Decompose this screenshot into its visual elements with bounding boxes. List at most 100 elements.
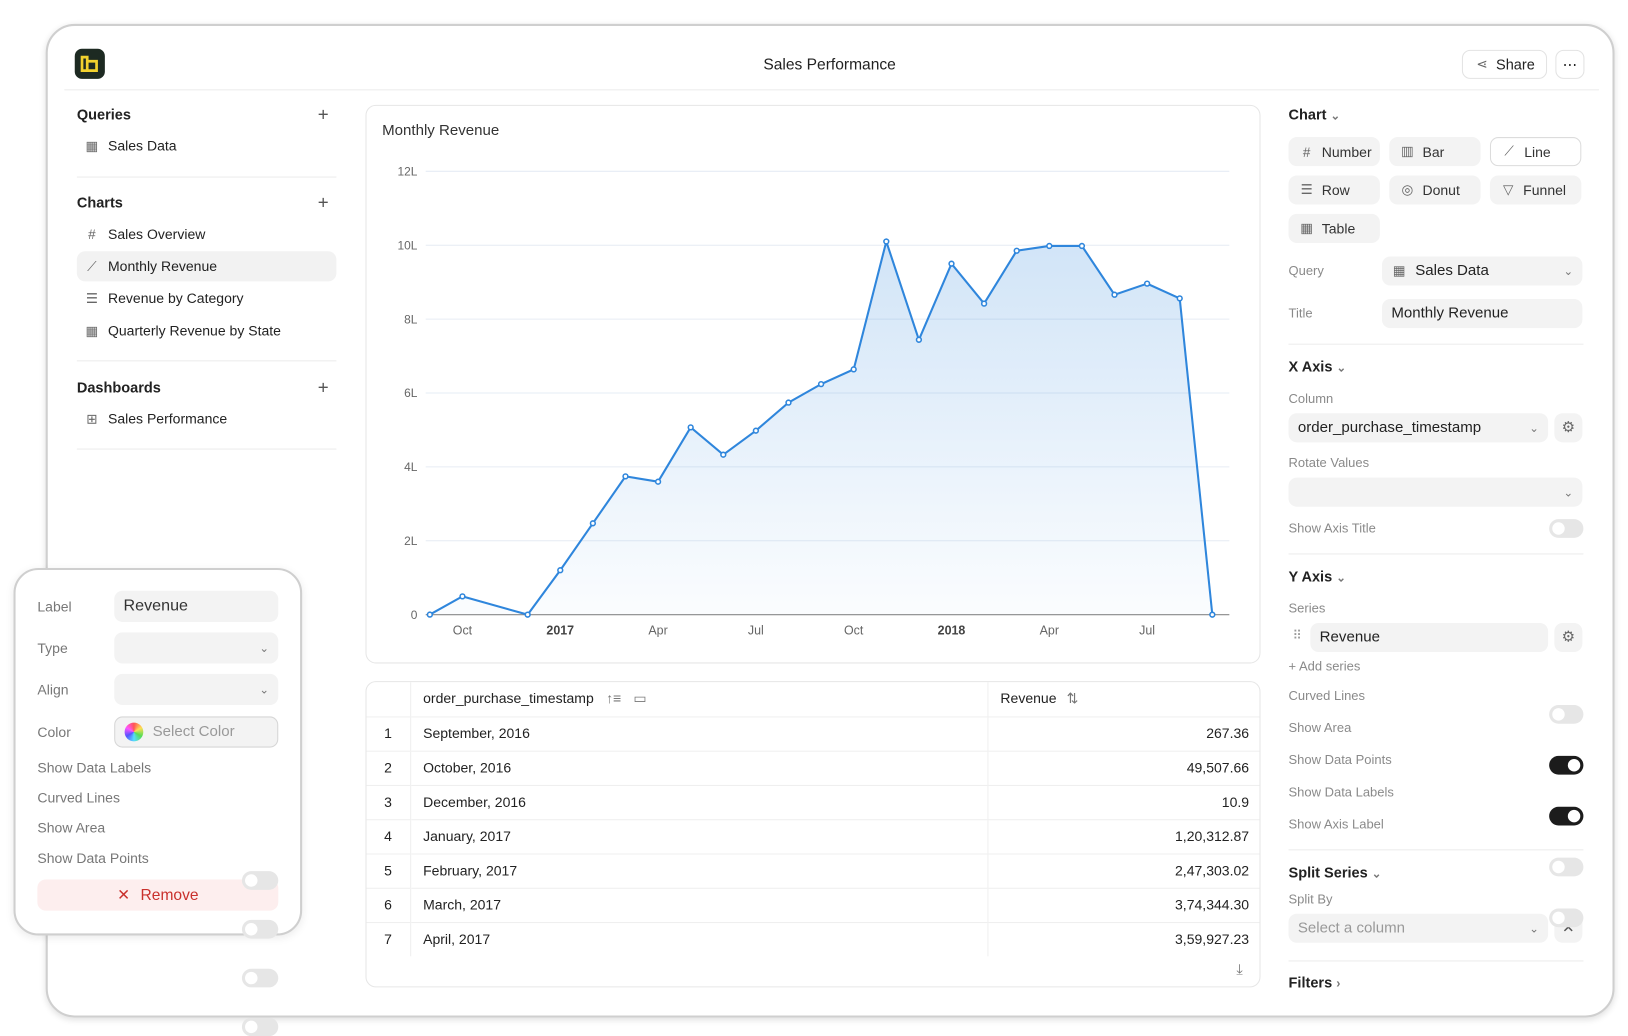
color-label: Color	[37, 724, 71, 741]
table-row[interactable]: 7 April, 2017 3,59,927.23	[366, 921, 1260, 957]
x-column-select[interactable]: order_purchase_timestamp ⌄	[1288, 413, 1549, 443]
add-dashboard-button[interactable]: +	[317, 376, 329, 398]
sidebar-item-sales-overview[interactable]: # Sales Overview	[77, 219, 337, 249]
chart-title: Monthly Revenue	[382, 122, 500, 140]
sidebar-item-quarterly-revenue[interactable]: ▦ Quarterly Revenue by State	[85, 322, 281, 339]
sidebar-item-revenue-by-category[interactable]: ☰ Revenue by Category	[85, 290, 244, 307]
revenue-cell: 2,47,303.02	[987, 852, 1260, 888]
divider	[76, 176, 337, 178]
more-button[interactable]: ⋯	[1555, 49, 1585, 79]
data-point	[654, 478, 662, 485]
show-axis-title-toggle[interactable]	[1549, 519, 1584, 538]
share-button[interactable]: ⋖ Share	[1461, 49, 1548, 79]
y-tick-label: 12L	[397, 164, 417, 178]
more-horizontal-icon: ⋯	[1562, 55, 1578, 73]
series-settings-button[interactable]: ⚙	[1554, 622, 1583, 653]
data-point	[1078, 242, 1086, 250]
x-column-settings-button[interactable]: ⚙	[1554, 413, 1583, 443]
show-data-points-toggle[interactable]	[1549, 806, 1584, 826]
add-chart-button[interactable]: +	[317, 192, 329, 213]
add-query-button[interactable]: +	[317, 103, 329, 125]
x-tick-label: Jul	[748, 623, 764, 637]
remove-series-button[interactable]: ✕ Remove	[37, 879, 279, 911]
split-by-select[interactable]: Select a column ⌄	[1288, 913, 1549, 943]
add-series-button[interactable]: + Add series	[1288, 659, 1361, 674]
x-axis-section-toggle[interactable]: X Axis ⌄	[1288, 358, 1347, 375]
title-input[interactable]: Monthly Revenue	[1381, 299, 1583, 329]
data-point	[1013, 247, 1020, 254]
table-row[interactable]: 6 March, 2017 3,74,344.30	[366, 887, 1260, 923]
chevron-down-icon: ⌄	[1529, 922, 1539, 935]
sort-icon[interactable]: ⇅	[1066, 690, 1079, 707]
donut-chart-icon: ◎	[1401, 181, 1414, 198]
show-data-labels-toggle[interactable]	[1549, 857, 1584, 877]
toggle-label: Curved Lines	[37, 790, 120, 806]
sidebar-item-sales-performance[interactable]: ⊞ Sales Performance	[77, 404, 337, 434]
series-input[interactable]: Revenue	[1310, 622, 1549, 653]
table-row[interactable]: 4 January, 2017 1,20,312.87	[366, 818, 1260, 854]
divider	[1288, 343, 1584, 345]
split-by-label: Split By	[1288, 891, 1333, 907]
divider	[76, 360, 337, 362]
download-icon[interactable]: ⤓	[1236, 960, 1243, 978]
table-row[interactable]: 3 December, 2016 10.9	[366, 784, 1260, 820]
chart-type-funnel[interactable]: ▽ Funnel	[1489, 175, 1582, 205]
data-point	[1143, 280, 1151, 287]
column-header-timestamp[interactable]: order_purchase_timestamp ↑≡ ▭	[410, 682, 988, 717]
chart-type-line[interactable]: ⟋ Line	[1489, 137, 1582, 167]
y-axis-section-toggle[interactable]: Y Axis ⌄	[1288, 567, 1346, 585]
chevron-down-icon: ⌄	[259, 642, 269, 655]
toggle-label: Show Axis Label	[1288, 817, 1384, 832]
color-picker[interactable]: Select Color	[114, 716, 279, 748]
popup-show-area-toggle[interactable]	[241, 968, 279, 988]
data-point	[817, 380, 825, 388]
align-select[interactable]: ⌄	[114, 673, 279, 706]
popup-curved-lines-toggle[interactable]	[241, 919, 279, 939]
table-row[interactable]: 2 October, 2016 49,507.66	[366, 750, 1260, 785]
chart-type-row[interactable]: ☰ Row	[1288, 175, 1380, 205]
popup-show-data-labels-toggle[interactable]	[241, 871, 279, 890]
filters-section-toggle[interactable]: Filters ›	[1288, 973, 1341, 991]
row-index: 7	[366, 921, 411, 957]
rotate-values-select[interactable]: ⌄	[1288, 477, 1583, 507]
table-row[interactable]: 5 February, 2017 2,47,303.02	[366, 852, 1260, 888]
show-area-toggle[interactable]	[1549, 755, 1584, 775]
type-select[interactable]: ⌄	[114, 632, 279, 664]
sort-icon[interactable]: ↑≡	[605, 690, 622, 707]
timestamp-cell: April, 2017	[410, 921, 988, 957]
drag-handle-icon[interactable]: ⠿	[1292, 628, 1302, 643]
sidebar-item-sales-data[interactable]: ▦ Sales Data	[85, 137, 177, 154]
app-logo[interactable]	[74, 48, 105, 79]
sidebar-item-monthly-revenue[interactable]: ⟋ Monthly Revenue	[76, 251, 337, 282]
row-index: 5	[366, 852, 411, 888]
y-tick-label: 6L	[404, 386, 418, 400]
data-point	[426, 611, 434, 618]
chart-type-bar[interactable]: ▥ Bar	[1389, 137, 1481, 167]
revenue-cell: 49,507.66	[987, 750, 1260, 785]
column-header-revenue[interactable]: Revenue ⇅	[1000, 690, 1079, 707]
table-row[interactable]: 1 September, 2016 267.36	[366, 715, 1260, 751]
query-select[interactable]: ▦ Sales Data ⌄	[1381, 256, 1583, 286]
chart-type-donut[interactable]: ◎ Donut	[1389, 175, 1481, 205]
chart-type-number[interactable]: # Number	[1288, 137, 1380, 167]
toggle-label: Show Data Labels	[37, 760, 152, 776]
hash-icon: #	[88, 226, 96, 242]
label-input[interactable]: Revenue	[114, 590, 279, 622]
chart-section-toggle[interactable]: Chart ⌄	[1288, 105, 1341, 123]
calendar-icon[interactable]: ▭	[633, 690, 647, 707]
toggle-label: Show Area	[1288, 720, 1352, 736]
timestamp-cell: February, 2017	[410, 852, 988, 888]
split-series-section-toggle[interactable]: Split Series ⌄	[1288, 863, 1382, 881]
table-chart-icon: ▦	[1300, 220, 1314, 236]
curved-lines-toggle[interactable]	[1549, 705, 1584, 724]
row-index: 2	[366, 750, 411, 785]
divider	[1288, 960, 1584, 962]
share-icon: ⋖	[1476, 56, 1488, 72]
popup-show-data-points-toggle[interactable]	[241, 1017, 279, 1036]
x-tick-label: Jul	[1139, 623, 1155, 637]
gear-icon: ⚙	[1561, 629, 1576, 646]
show-axis-label-toggle[interactable]	[1549, 908, 1584, 928]
chevron-down-icon: ⌄	[1336, 362, 1347, 375]
bar-chart-icon: ▥	[1401, 143, 1414, 159]
chart-type-table[interactable]: ▦ Table	[1288, 213, 1380, 243]
